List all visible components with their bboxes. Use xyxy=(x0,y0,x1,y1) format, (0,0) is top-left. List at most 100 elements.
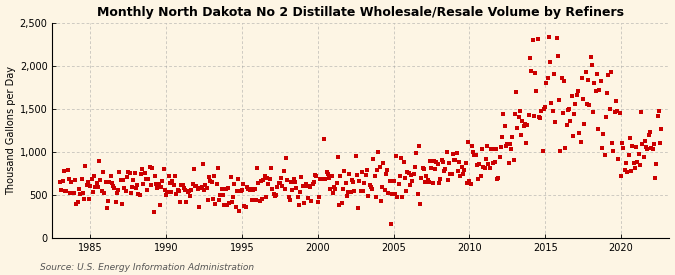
Point xyxy=(272,185,283,189)
Point xyxy=(196,185,207,190)
Point xyxy=(545,60,556,64)
Point xyxy=(244,188,255,192)
Point xyxy=(286,179,296,184)
Point xyxy=(281,156,292,160)
Point xyxy=(278,169,289,174)
Point xyxy=(551,36,562,40)
Point xyxy=(194,205,205,209)
Point xyxy=(387,192,398,196)
Point xyxy=(184,189,194,194)
Point xyxy=(402,169,413,174)
Point xyxy=(201,186,212,191)
Point xyxy=(169,174,180,178)
Point xyxy=(100,180,111,184)
Point xyxy=(98,170,109,174)
Point xyxy=(95,178,106,183)
Point xyxy=(291,186,302,190)
Point xyxy=(336,200,347,205)
Point xyxy=(423,178,433,183)
Point xyxy=(546,100,557,105)
Point xyxy=(377,185,387,189)
Point xyxy=(221,202,232,207)
Point xyxy=(554,98,564,102)
Point xyxy=(465,182,476,186)
Point xyxy=(68,191,78,196)
Point xyxy=(416,176,427,180)
Point xyxy=(326,174,337,178)
Point xyxy=(610,99,621,104)
Point xyxy=(256,196,267,201)
Point xyxy=(373,150,384,154)
Point xyxy=(651,162,661,167)
Point xyxy=(595,79,606,83)
Y-axis label: Thousand Gallons per Day: Thousand Gallons per Day xyxy=(5,66,16,195)
Point xyxy=(225,174,236,179)
Point xyxy=(200,183,211,187)
Point xyxy=(311,174,322,178)
Point xyxy=(355,189,366,193)
Point xyxy=(69,191,80,196)
Point xyxy=(146,183,157,187)
Point xyxy=(120,189,131,194)
Point xyxy=(85,184,96,188)
Point xyxy=(531,89,542,93)
Point xyxy=(186,188,197,192)
Point xyxy=(110,200,121,205)
Point xyxy=(302,196,313,200)
Point xyxy=(656,127,667,131)
Point xyxy=(483,161,493,166)
Point xyxy=(198,188,209,192)
Point xyxy=(382,168,393,172)
Point xyxy=(277,184,288,188)
Point xyxy=(579,122,590,126)
Point xyxy=(205,178,216,183)
Point xyxy=(329,184,340,189)
Point xyxy=(510,112,520,117)
Point xyxy=(342,194,352,199)
Point xyxy=(215,193,226,198)
Point xyxy=(259,173,270,178)
Point xyxy=(63,177,74,182)
Point xyxy=(319,137,329,141)
Point xyxy=(290,180,300,184)
Point xyxy=(254,199,265,203)
Point xyxy=(191,183,202,188)
Point xyxy=(569,112,580,116)
Point xyxy=(71,202,82,207)
Point xyxy=(462,181,472,186)
Point xyxy=(70,178,80,182)
Point xyxy=(288,177,299,181)
Point xyxy=(349,189,360,193)
Point xyxy=(107,180,117,185)
Point xyxy=(487,147,497,152)
Point xyxy=(639,139,650,144)
Point xyxy=(482,144,493,148)
Point xyxy=(177,183,188,188)
Point xyxy=(404,182,415,187)
Point xyxy=(649,141,659,146)
Point xyxy=(478,165,489,169)
Point xyxy=(520,122,531,126)
Point xyxy=(139,170,150,175)
Point xyxy=(130,186,141,190)
Point xyxy=(522,123,533,128)
Point xyxy=(250,198,261,202)
Point xyxy=(529,114,539,118)
Point xyxy=(637,142,648,147)
Point xyxy=(566,94,577,98)
Point xyxy=(137,167,148,171)
Point xyxy=(594,88,605,92)
Point xyxy=(604,106,615,111)
Point xyxy=(537,148,548,153)
Point xyxy=(607,141,618,145)
Point xyxy=(616,174,626,178)
Point xyxy=(646,146,657,150)
Point xyxy=(374,164,385,169)
Point xyxy=(363,194,374,198)
Point xyxy=(156,185,167,189)
Point xyxy=(268,192,279,196)
Point xyxy=(226,199,237,204)
Point xyxy=(81,183,92,188)
Point xyxy=(605,70,616,74)
Point xyxy=(572,89,583,93)
